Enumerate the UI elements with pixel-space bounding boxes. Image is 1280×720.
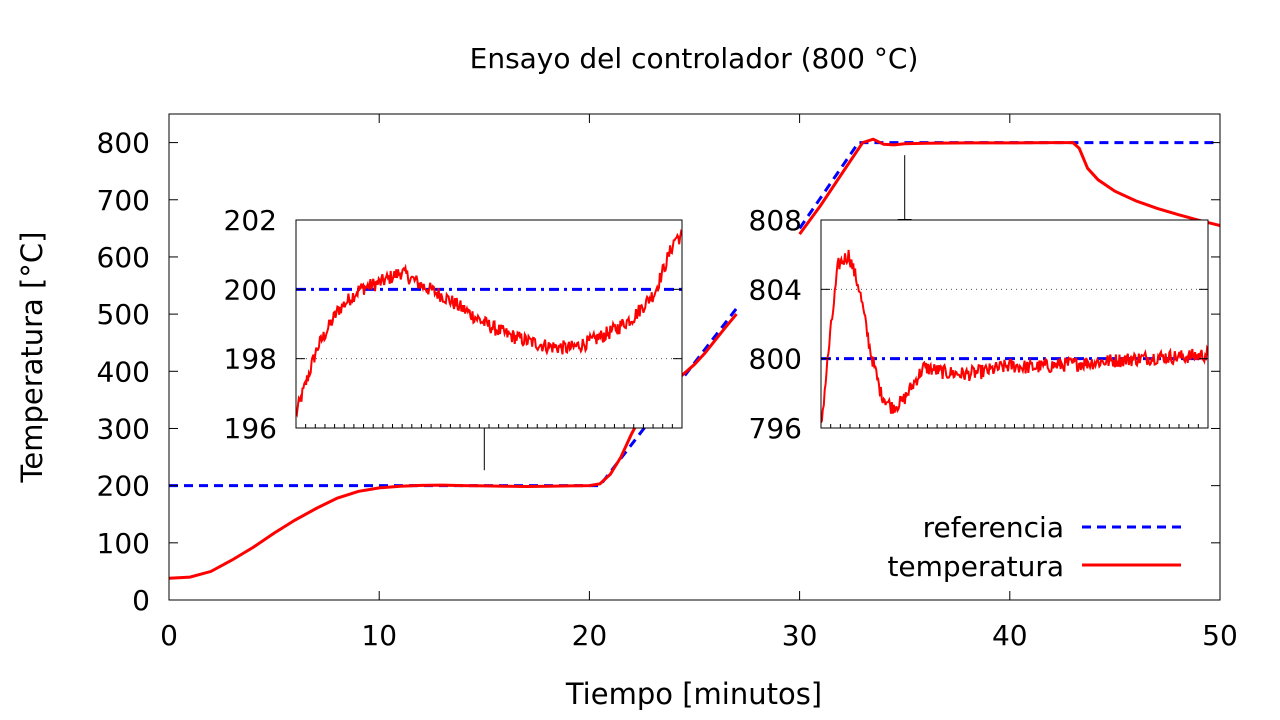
- x-tick-label: 40: [992, 619, 1028, 652]
- y-tick-label: 100: [97, 527, 150, 560]
- inset-y-tick-label: 200: [224, 273, 277, 306]
- x-tick-label: 30: [782, 619, 818, 652]
- x-tick-label: 10: [361, 619, 397, 652]
- series-line-temperatura-segment-2: [798, 137, 1220, 235]
- series-line-referencia-segment-2: [798, 141, 1220, 230]
- inset-background: [821, 220, 1208, 428]
- legend: referencia temperatura: [887, 511, 1181, 583]
- inset-y-tick-label: 800: [749, 343, 802, 376]
- inset-y-tick-label: 198: [224, 343, 277, 376]
- legend-label-referencia: referencia: [923, 511, 1064, 544]
- y-tick-label: 600: [97, 241, 150, 274]
- legend-label-temperatura: temperatura: [887, 550, 1064, 583]
- x-axis-label: Tiempo [minutos]: [565, 677, 822, 711]
- y-tick-label: 700: [97, 184, 150, 217]
- y-tick-label: 500: [97, 298, 150, 331]
- y-tick-label: 400: [97, 355, 150, 388]
- plot-frame: [168, 113, 1221, 601]
- inset-y-tick-label: 804: [749, 273, 802, 306]
- y-axis-label: Temperatura [°C]: [15, 232, 49, 484]
- x-tick-label: 0: [160, 619, 178, 652]
- y-tick-label: 200: [97, 470, 150, 503]
- inset-y-tick-label: 196: [224, 412, 277, 445]
- y-tick-label: 300: [97, 412, 150, 445]
- series-line-referencia-segment-1: [169, 307, 738, 488]
- inset-temperature-line: [296, 228, 682, 419]
- x-tick-label: 20: [572, 619, 608, 652]
- chart-title: Ensayo del controlador (800 °C): [470, 42, 919, 75]
- inset-plot-800: 796 800 804 808: [749, 204, 1209, 445]
- inset-y-tick-label: 808: [749, 204, 802, 237]
- inset-plot-200: 196 198 200 202: [224, 204, 683, 445]
- inset-temperature-line: [821, 249, 1208, 424]
- y-tick-label: 0: [132, 584, 150, 617]
- inset-y-tick-label: 202: [224, 204, 277, 237]
- x-tick-label: 50: [1202, 619, 1238, 652]
- inset-y-tick-label: 796: [749, 412, 802, 445]
- y-tick-label: 800: [97, 127, 150, 160]
